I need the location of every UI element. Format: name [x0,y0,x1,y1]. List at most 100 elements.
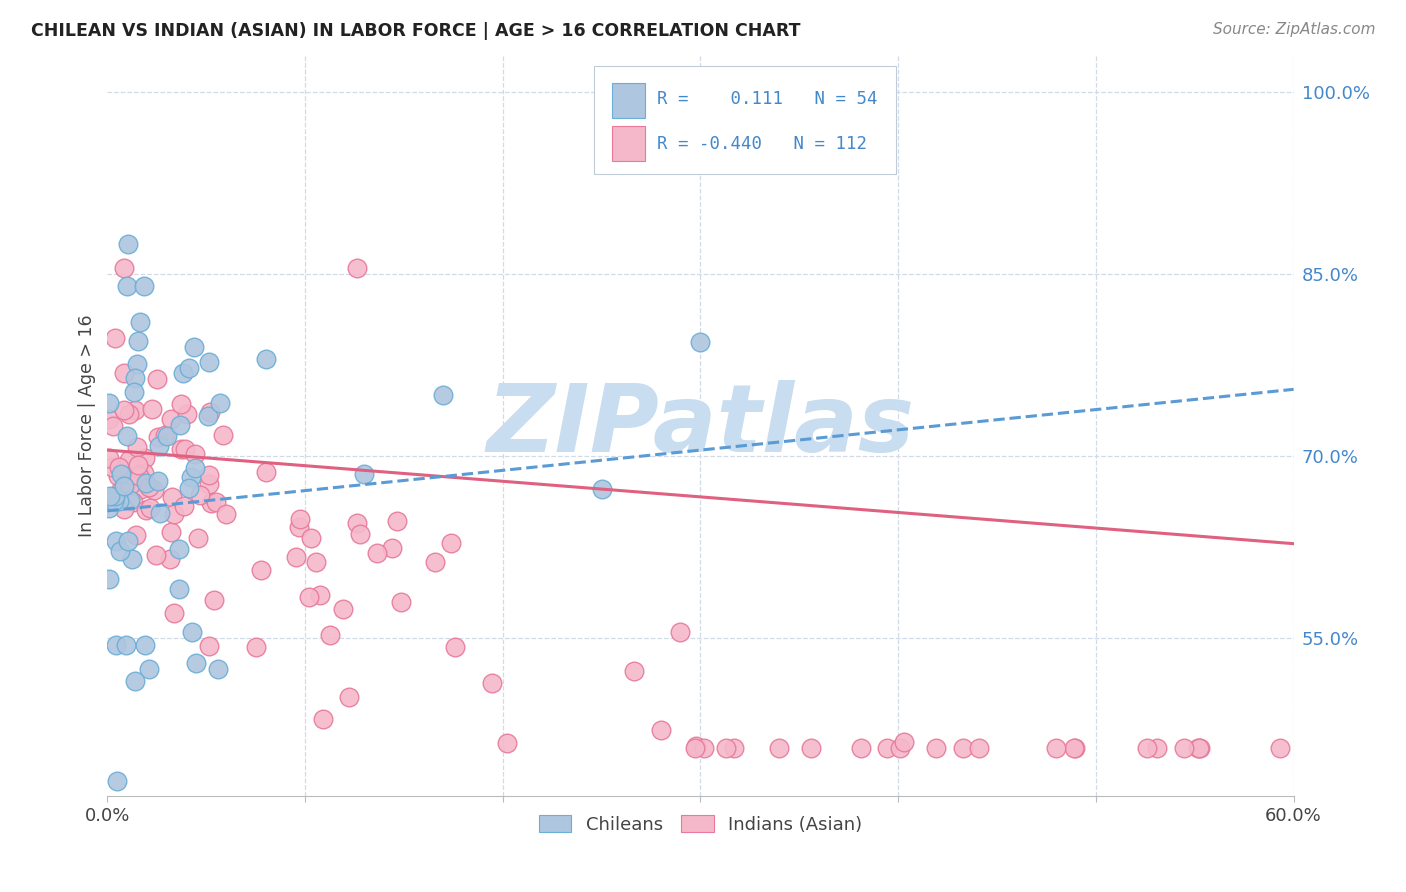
Point [163,507,186,521]
Point [101,419,124,434]
Point [138,662,160,676]
Point [121,495,143,509]
FancyBboxPatch shape [612,83,645,118]
Point [288,520,311,534]
Point [135,503,157,517]
Point [254,465,277,479]
Point [200,405,222,419]
Point [117,534,139,549]
Point [1189,740,1212,755]
Point [198,355,221,369]
Point [254,351,277,366]
Point [115,638,138,652]
Point [650,723,672,737]
Point [187,531,209,545]
Point [250,563,273,577]
Point [669,625,692,640]
Point [353,467,375,482]
Point [146,430,169,444]
Point [160,490,183,504]
Point [177,482,200,496]
Point [112,366,135,380]
Point [132,466,155,480]
Text: R = -0.440   N = 112: R = -0.440 N = 112 [657,135,866,153]
Text: R =    0.111   N = 54: R = 0.111 N = 54 [657,90,877,108]
Point [304,555,326,569]
Point [98,572,121,586]
Point [308,587,330,601]
Point [160,412,183,426]
Point [188,488,211,502]
Point [800,740,823,755]
Point [101,460,124,475]
Point [183,340,205,354]
Point [122,384,145,399]
Point [125,528,148,542]
Point [132,279,155,293]
Point [925,740,948,755]
Point [1045,740,1067,755]
Point [127,458,149,472]
Point [110,544,132,558]
Point [134,638,156,652]
Point [683,740,706,755]
Point [98,451,121,466]
Point [889,740,911,755]
Point [176,407,198,421]
Point [623,665,645,679]
Point [145,548,167,562]
Point [1136,740,1159,755]
Point [98,396,121,410]
Point [121,551,143,566]
Legend: Chileans, Indians (Asian): Chileans, Indians (Asian) [531,807,869,841]
Point [198,639,221,653]
Point [124,371,146,385]
Point [125,440,148,454]
Point [117,236,139,251]
Point [173,499,195,513]
Point [120,492,142,507]
Point [142,483,165,497]
Point [103,494,125,508]
Point [432,388,454,402]
Point [200,496,222,510]
Point [104,489,127,503]
Point [215,507,238,521]
Point [332,602,354,616]
Point [149,506,172,520]
FancyBboxPatch shape [593,66,896,174]
Text: ZIPatlas: ZIPatlas [486,380,914,472]
Point [205,494,228,508]
Point [153,428,176,442]
FancyBboxPatch shape [612,127,645,161]
Y-axis label: In Labor Force | Age > 16: In Labor Force | Age > 16 [79,315,96,537]
Point [120,468,142,483]
Point [118,453,141,467]
Point [849,740,872,755]
Point [389,595,412,609]
Point [349,526,371,541]
Point [723,740,745,755]
Point [768,740,790,755]
Point [299,531,322,545]
Point [444,640,467,654]
Point [893,735,915,749]
Point [128,468,150,483]
Point [952,740,974,755]
Point [1063,740,1085,755]
Point [1173,740,1195,755]
Point [146,372,169,386]
Point [180,625,202,640]
Point [381,541,404,555]
Point [288,512,311,526]
Point [319,628,342,642]
Point [337,690,360,704]
Point [98,500,121,515]
Point [98,489,121,503]
Point [496,736,519,750]
Point [112,501,135,516]
Point [967,740,990,755]
Point [115,279,138,293]
Point [159,552,181,566]
Point [148,439,170,453]
